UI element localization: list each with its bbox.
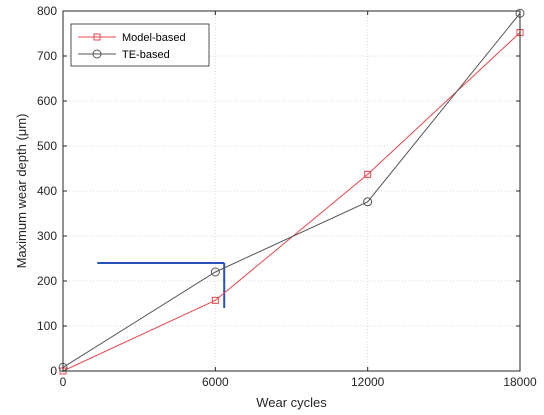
data-point-te-based — [210, 267, 220, 277]
series-line-te-based — [62, 12, 521, 368]
y-axis-label: Maximum wear depth (μm) — [14, 114, 29, 269]
y-tick-label: 300 — [37, 229, 57, 243]
legend-marker-te-based — [92, 49, 102, 59]
data-point-te-based — [363, 197, 373, 207]
x-axis-label: Wear cycles — [256, 395, 327, 410]
x-tick-label: 0 — [60, 375, 67, 389]
legend: Model-based TE-based — [70, 23, 210, 67]
legend-marker-model-based — [93, 33, 101, 41]
x-tick-label: 12000 — [351, 375, 385, 389]
y-tick-label: 100 — [37, 319, 57, 333]
y-tick-label: 400 — [37, 184, 57, 198]
grid — [63, 11, 520, 371]
y-tick-label: 0 — [50, 364, 57, 378]
legend-box — [70, 23, 210, 67]
ticks: 0 6000 12000 18000 0 100 200 300 400 500 600 700 800 — [37, 4, 537, 389]
data-point-model-based — [211, 296, 219, 304]
y-tick-label: 200 — [37, 274, 57, 288]
x-tick-label: 6000 — [202, 375, 229, 389]
legend-label-te-based: TE-based — [122, 49, 170, 61]
y-tick-label: 500 — [37, 139, 57, 153]
y-tick-label: 600 — [37, 94, 57, 108]
y-tick-label: 700 — [37, 49, 57, 63]
data-point-model-based — [364, 170, 372, 178]
y-tick-label: 800 — [37, 4, 57, 18]
x-tick-label: 18000 — [503, 375, 537, 389]
legend-label-model-based: Model-based — [122, 32, 186, 44]
annotation — [97, 262, 226, 308]
